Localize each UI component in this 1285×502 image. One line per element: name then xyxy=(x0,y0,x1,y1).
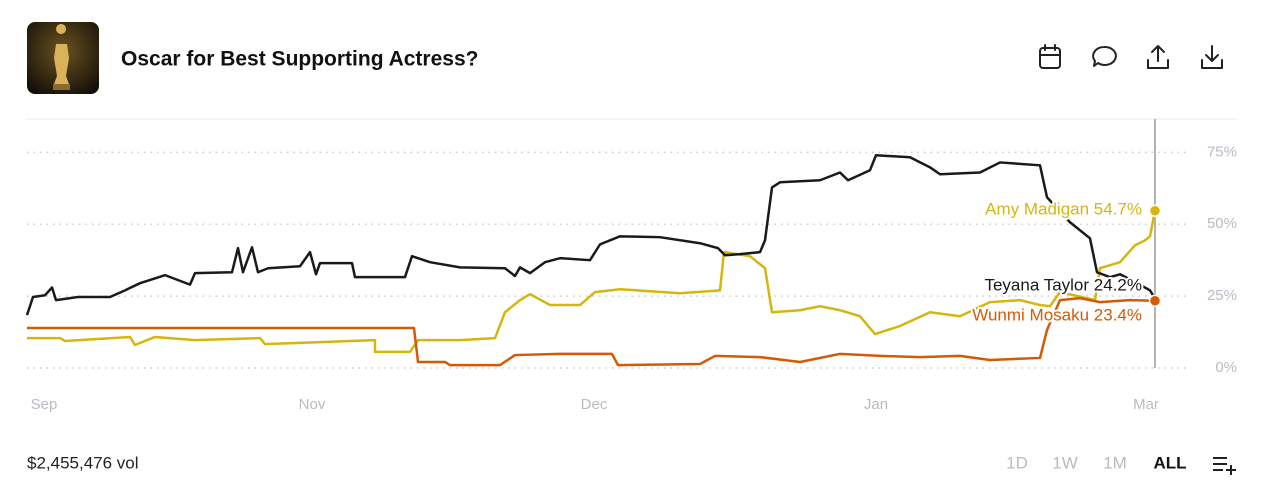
x-tick-label: Jan xyxy=(864,396,888,413)
y-tick-label: 25% xyxy=(1207,287,1237,304)
thumbnail xyxy=(27,22,99,94)
share-button[interactable] xyxy=(1147,45,1169,69)
end-label: Teyana Taylor 24.2% xyxy=(984,276,1142,295)
end-label: Wunmi Mosaku 23.4% xyxy=(972,306,1142,325)
end-dot xyxy=(1148,204,1162,217)
range-button[interactable]: ALL xyxy=(1153,453,1186,472)
end-label: Amy Madigan 54.7% xyxy=(985,200,1142,219)
comment-button[interactable] xyxy=(1092,45,1117,67)
x-tick-label: Sep xyxy=(31,396,58,413)
range-button[interactable]: 1D xyxy=(1006,453,1028,472)
end-value: 54.7% xyxy=(1094,200,1142,219)
y-tick-label: 75% xyxy=(1207,143,1237,160)
range-button[interactable]: 1W xyxy=(1052,453,1078,472)
series-name: Teyana Taylor xyxy=(984,276,1089,295)
plot: 0% 25% 50% 75% Sep Nov Dec Jan Mar Amy Madigan 54… xyxy=(25,143,1237,413)
y-tick-label: 0% xyxy=(1215,359,1237,376)
range-button[interactable]: 1M xyxy=(1103,453,1127,472)
volume: $2,455,476 vol xyxy=(27,453,139,472)
x-tick-label: Mar xyxy=(1133,396,1159,413)
market-title: Oscar for Best Supporting Actress? xyxy=(121,48,478,71)
series-name: Amy Madigan xyxy=(985,200,1089,219)
series-name: Wunmi Mosaku xyxy=(972,306,1089,325)
end-value: 23.4% xyxy=(1094,306,1142,325)
range-buttons: 1D 1W 1M ALL xyxy=(1006,453,1186,472)
end-value: 24.2% xyxy=(1094,276,1142,295)
series-line xyxy=(27,210,1157,354)
x-tick-label: Nov xyxy=(299,396,326,413)
download-button[interactable] xyxy=(1201,45,1223,69)
end-dot xyxy=(1148,294,1162,307)
series-line xyxy=(27,296,1156,367)
filter-button[interactable] xyxy=(1213,457,1236,475)
series-line xyxy=(25,154,1157,316)
x-tick-label: Dec xyxy=(581,396,608,413)
y-tick-label: 50% xyxy=(1207,215,1237,232)
calendar-button[interactable] xyxy=(1039,44,1061,69)
